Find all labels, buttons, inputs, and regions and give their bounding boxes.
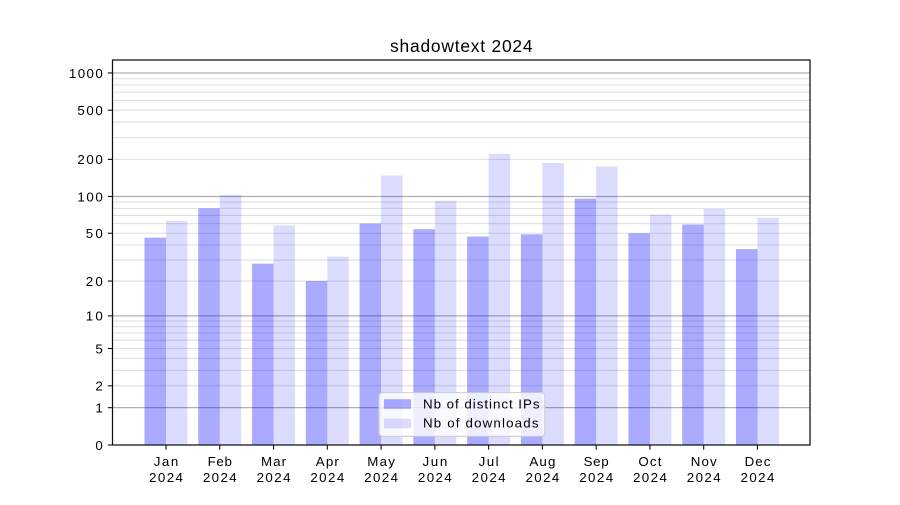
- svg-text:2024: 2024: [741, 470, 775, 485]
- svg-text:2024: 2024: [418, 470, 452, 485]
- svg-text:Dec: Dec: [745, 454, 771, 469]
- svg-text:200: 200: [77, 152, 102, 167]
- svg-text:Jun: Jun: [422, 454, 447, 469]
- svg-text:2: 2: [95, 379, 102, 394]
- svg-text:2024: 2024: [149, 470, 183, 485]
- svg-text:2024: 2024: [525, 470, 559, 485]
- svg-text:2024: 2024: [364, 470, 398, 485]
- svg-text:Apr: Apr: [316, 454, 340, 469]
- svg-text:5: 5: [95, 341, 102, 356]
- svg-text:2024: 2024: [579, 470, 613, 485]
- svg-text:Jan: Jan: [154, 454, 179, 469]
- svg-text:2024: 2024: [203, 470, 237, 485]
- svg-text:2024: 2024: [687, 470, 721, 485]
- svg-text:Aug: Aug: [529, 454, 555, 469]
- svg-text:Nb of downloads: Nb of downloads: [423, 416, 539, 431]
- svg-text:Nb of distinct IPs: Nb of distinct IPs: [423, 396, 540, 411]
- svg-text:Mar: Mar: [261, 454, 287, 469]
- svg-text:Jul: Jul: [479, 454, 499, 469]
- svg-text:2024: 2024: [257, 470, 291, 485]
- svg-text:500: 500: [77, 103, 102, 118]
- svg-text:100: 100: [77, 189, 102, 204]
- svg-text:Nov: Nov: [691, 454, 717, 469]
- svg-text:Oct: Oct: [638, 454, 661, 469]
- svg-text:2024: 2024: [633, 470, 667, 485]
- svg-text:1: 1: [95, 400, 102, 415]
- svg-text:2024: 2024: [310, 470, 344, 485]
- svg-text:0: 0: [95, 438, 102, 453]
- svg-text:shadowtext 2024: shadowtext 2024: [390, 36, 533, 56]
- svg-text:Feb: Feb: [208, 454, 232, 469]
- svg-text:May: May: [367, 454, 395, 469]
- svg-text:1000: 1000: [69, 66, 103, 81]
- svg-text:2024: 2024: [472, 470, 506, 485]
- svg-text:Sep: Sep: [584, 454, 609, 469]
